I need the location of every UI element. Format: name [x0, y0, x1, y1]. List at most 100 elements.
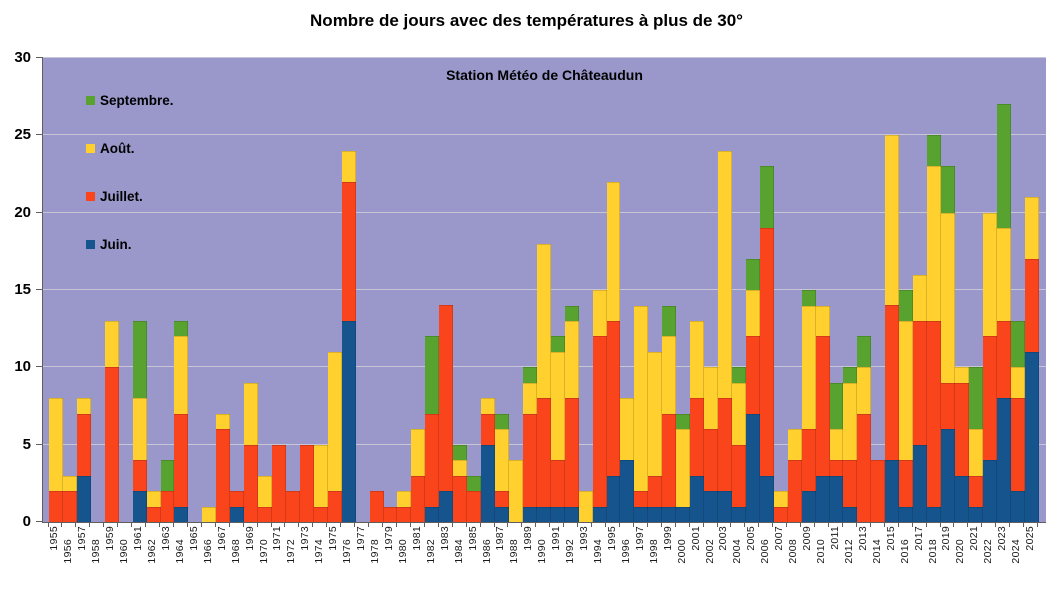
x-tick: [925, 523, 927, 527]
x-axis-label: 1994: [592, 539, 605, 564]
bar-segment-août-2002: [704, 367, 718, 430]
x-axis-label: 1981: [410, 526, 423, 551]
legend-item-août: Août.: [86, 141, 174, 156]
bar-segment-août-1986: [481, 398, 495, 414]
x-axis-label: 1963: [159, 526, 172, 551]
x-slot-2010: 2010: [814, 523, 829, 597]
x-slot-1998: 1998: [646, 523, 661, 597]
x-axis-label: 1973: [299, 526, 312, 551]
bar-segment-août-2000: [676, 429, 691, 507]
y-axis-label: 5: [22, 435, 31, 453]
x-slot-1997: 1997: [632, 523, 647, 597]
x-tick: [368, 523, 370, 527]
bar-segment-juillet-1973: [299, 444, 314, 522]
bar-segment-août-1964: [174, 336, 189, 414]
y-axis-label: 30: [14, 49, 31, 66]
x-tick: [549, 523, 551, 527]
x-tick: [646, 523, 648, 527]
x-slot-1955: 1955: [47, 523, 62, 597]
x-axis-label: 2021: [968, 526, 981, 551]
bar-segment-juin-1987: [495, 506, 509, 522]
bar-segment-juillet-2013: [857, 413, 872, 522]
bar-segment-août-1992: [564, 320, 579, 399]
x-slot-1980: 1980: [395, 523, 410, 597]
bar-2004: [731, 58, 746, 522]
x-slot-1976: 1976: [340, 523, 355, 597]
x-axis-label: 2006: [759, 539, 772, 564]
bar-segment-août-1976: [341, 150, 356, 182]
x-axis-label: 1977: [355, 526, 368, 551]
bar-segment-juin-1999: [662, 506, 677, 522]
x-slot-2025: 2025: [1023, 523, 1038, 597]
x-tick: [632, 523, 634, 527]
bar-segment-juillet-1959: [104, 367, 119, 522]
x-axis-label: 1959: [104, 526, 117, 551]
x-axis-label: 2004: [731, 539, 744, 564]
x-axis-label: 1965: [187, 526, 200, 551]
x-axis-label: 1955: [48, 526, 61, 551]
x-tick: [702, 523, 704, 527]
y-axis-label: 25: [14, 126, 31, 144]
bar-segment-juillet-2023: [996, 320, 1011, 399]
bar-1986: [481, 58, 495, 522]
x-slot-1995: 1995: [605, 523, 620, 597]
x-slot-2022: 2022: [981, 523, 996, 597]
bar-1977: [356, 58, 370, 522]
bar-segment-août-2016: [899, 320, 914, 461]
x-tick: [730, 523, 732, 527]
y-axis-label: 10: [14, 358, 31, 376]
bar-2021: [968, 58, 983, 522]
x-axis-label: 2009: [801, 526, 814, 551]
bar-segment-juillet-2006: [759, 228, 774, 476]
x-slot-1984: 1984: [451, 523, 466, 597]
x-tick: [535, 523, 537, 527]
bar-segment-juillet-2012: [843, 460, 858, 507]
y-tick: [36, 289, 43, 290]
x-tick: [340, 523, 342, 527]
bar-1998: [648, 58, 663, 522]
bar-2001: [690, 58, 705, 522]
x-axis-label: 2019: [940, 526, 953, 551]
legend: Septembre. Août. Juillet. Juin.: [86, 93, 174, 252]
bar-segment-juillet-1976: [341, 181, 356, 321]
bar-segment-juillet-1957: [76, 413, 91, 476]
x-axis-label: 2012: [842, 539, 855, 564]
bar-segment-juin-1957: [76, 475, 91, 522]
bar-segment-juillet-1981: [411, 475, 426, 522]
x-tick: [200, 523, 202, 527]
x-tick: [117, 523, 119, 527]
bar-1969: [244, 58, 259, 522]
bar-segment-juillet-1989: [522, 413, 537, 507]
bar-1963: [160, 58, 175, 522]
bar-segment-août-1955: [49, 398, 63, 492]
bar-segment-août-2001: [690, 320, 705, 399]
legend-swatch-icon: [86, 192, 95, 201]
x-axis-label: 1992: [564, 539, 577, 564]
x-tick: [911, 523, 913, 527]
x-slot-1973: 1973: [298, 523, 313, 597]
bar-segment-août-1967: [216, 413, 231, 430]
bar-segment-juin-2024: [1010, 491, 1025, 522]
x-tick: [897, 523, 899, 527]
x-slot-1986: 1986: [479, 523, 494, 597]
x-tick: [772, 523, 774, 527]
x-slot-1977: 1977: [354, 523, 369, 597]
bar-segment-juillet-1971: [272, 444, 286, 522]
bar-segment-juillet-1991: [550, 460, 565, 507]
bar-2010: [815, 58, 830, 522]
x-slot-1972: 1972: [284, 523, 299, 597]
x-slot-1959: 1959: [103, 523, 118, 597]
bar-segment-août-2017: [913, 274, 928, 321]
x-axis-label: 2002: [703, 539, 716, 564]
bar-segment-août-1991: [550, 351, 565, 461]
bar-segment-juin-1995: [606, 475, 621, 522]
x-slot-1992: 1992: [563, 523, 578, 597]
x-tick: [270, 523, 272, 527]
bar-segment-août-1995: [606, 181, 621, 321]
x-slot-1962: 1962: [145, 523, 160, 597]
bar-segment-août-2012: [843, 382, 858, 461]
bar-segment-août-1966: [202, 506, 217, 522]
y-tick: [36, 443, 43, 445]
bar-1979: [383, 58, 398, 522]
bar-segment-juin-1998: [648, 506, 663, 522]
